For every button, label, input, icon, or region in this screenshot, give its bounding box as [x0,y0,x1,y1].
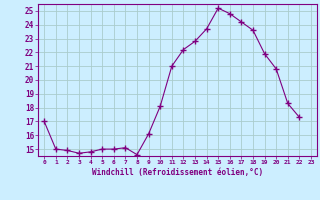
X-axis label: Windchill (Refroidissement éolien,°C): Windchill (Refroidissement éolien,°C) [92,168,263,177]
